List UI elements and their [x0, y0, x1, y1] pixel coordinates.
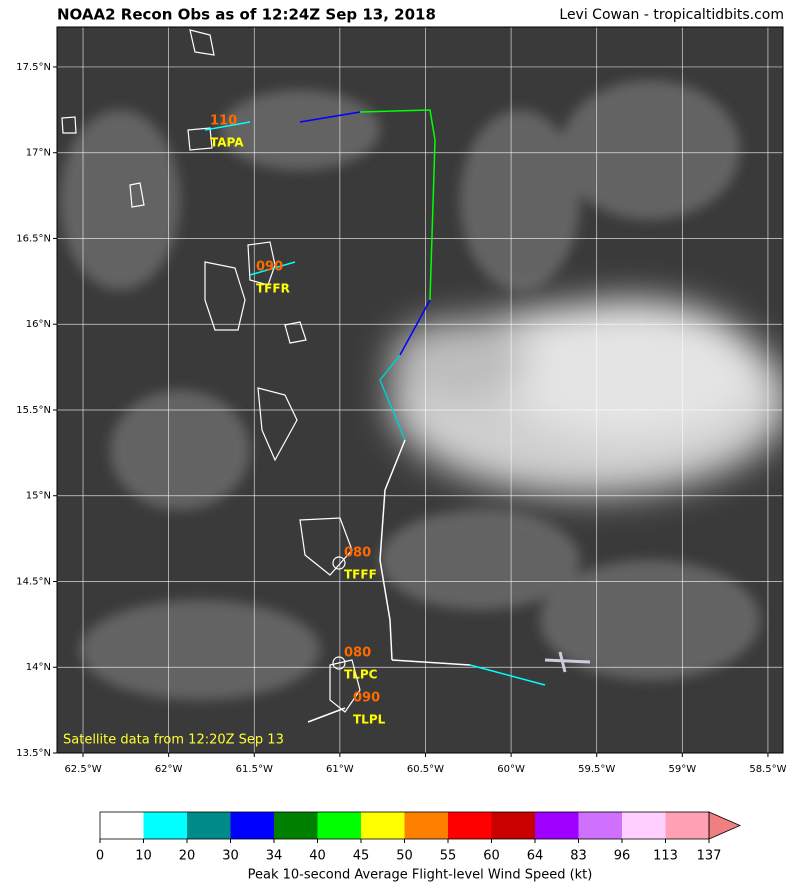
colorbar-segment — [448, 812, 492, 839]
x-tick-label: 60.5°W — [407, 764, 444, 775]
x-tick-label: 62.5°W — [64, 764, 101, 775]
station-code: TLPL — [353, 713, 386, 727]
x-tick-label: 58.5°W — [749, 764, 786, 775]
colorbar-segment — [187, 812, 231, 839]
flight-track — [204, 109, 546, 723]
colorbar-extension — [708, 811, 742, 840]
y-tick-label: 15.5°N — [16, 405, 51, 416]
colorbar-segment — [274, 812, 318, 839]
colorbar-tick-label: 64 — [527, 849, 544, 864]
satellite — [57, 27, 783, 753]
y-tick-label: 13.5°N — [16, 748, 51, 759]
station-value: 080 — [344, 646, 371, 661]
colorbar-segment — [404, 812, 448, 839]
colorbar-segment — [665, 812, 709, 839]
station-code: TFFR — [256, 282, 290, 296]
y-tick-label: 15°N — [26, 491, 51, 502]
station-code: TLPC — [344, 668, 378, 682]
station-code: TFFF — [344, 568, 377, 582]
colorbar-tick-label: 83 — [570, 849, 587, 864]
x-tick-label: 61.5°W — [236, 764, 273, 775]
colorbar-segment — [535, 812, 579, 839]
colorbar-segment — [317, 812, 361, 839]
colorbar-segment — [230, 812, 274, 839]
y-tick-label: 14.5°N — [16, 576, 51, 587]
station-value: 110 — [210, 114, 237, 129]
y-tick-label: 17.5°N — [16, 62, 51, 73]
y-tick-label: 16°N — [26, 319, 51, 330]
colorbar-tick-label: 45 — [353, 849, 370, 864]
colorbar-tick-label: 40 — [309, 849, 326, 864]
satellite-note: Satellite data from 12:20Z Sep 13 — [63, 733, 284, 748]
colorbar-tick-label: 20 — [179, 849, 196, 864]
colorbar-tick-label: 113 — [653, 849, 678, 864]
aircraft — [544, 651, 591, 673]
y-tick-label: 17°N — [26, 148, 51, 159]
colorbar-tick-label: 96 — [614, 849, 631, 864]
colorbar-tick-label: 50 — [396, 849, 413, 864]
colorbar-tick-label: 0 — [96, 849, 104, 864]
colorbar-tick-label: 137 — [697, 849, 722, 864]
y-tick-label: 14°N — [26, 662, 51, 673]
colorbar-segment — [361, 812, 405, 839]
station-code: TAPA — [210, 136, 244, 150]
x-tick-label: 60°W — [497, 764, 525, 775]
title: NOAA2 Recon Obs as of 12:24Z Sep 13, 201… — [57, 6, 436, 24]
colorbar-segment — [143, 812, 187, 839]
colorbar-label: Peak 10-second Average Flight-level Wind… — [248, 868, 593, 883]
credit: Levi Cowan - tropicaltidbits.com — [559, 7, 784, 23]
colorbar-segment — [622, 812, 666, 839]
coastlines — [61, 29, 361, 713]
x-tick-label: 62°W — [155, 764, 183, 775]
colorbar-segment — [491, 812, 535, 839]
grid: 62.5°W 62°W 61.5°W 61°W 60.5°W 60°W 59.5°W 59°W… — [16, 27, 787, 775]
colorbar-tick-label: 55 — [440, 849, 457, 864]
colorbar-tick-label: 34 — [266, 849, 283, 864]
x-tick-label: 59°W — [669, 764, 697, 775]
x-tick-label: 61°W — [326, 764, 354, 775]
colorbar-tick-label: 10 — [135, 849, 152, 864]
map-frame — [56, 26, 784, 754]
station-value: 080 — [344, 546, 371, 561]
colorbar-segment — [100, 812, 144, 839]
y-tick-label: 16.5°N — [16, 233, 51, 244]
station-markers — [332, 556, 346, 670]
station-value: 090 — [256, 260, 283, 275]
colorbar-segment — [578, 812, 622, 839]
colorbar-tick-label: 30 — [222, 849, 239, 864]
x-tick-label: 59.5°W — [578, 764, 615, 775]
station-value: 090 — [353, 691, 380, 706]
colorbar-tick-label: 60 — [483, 849, 500, 864]
